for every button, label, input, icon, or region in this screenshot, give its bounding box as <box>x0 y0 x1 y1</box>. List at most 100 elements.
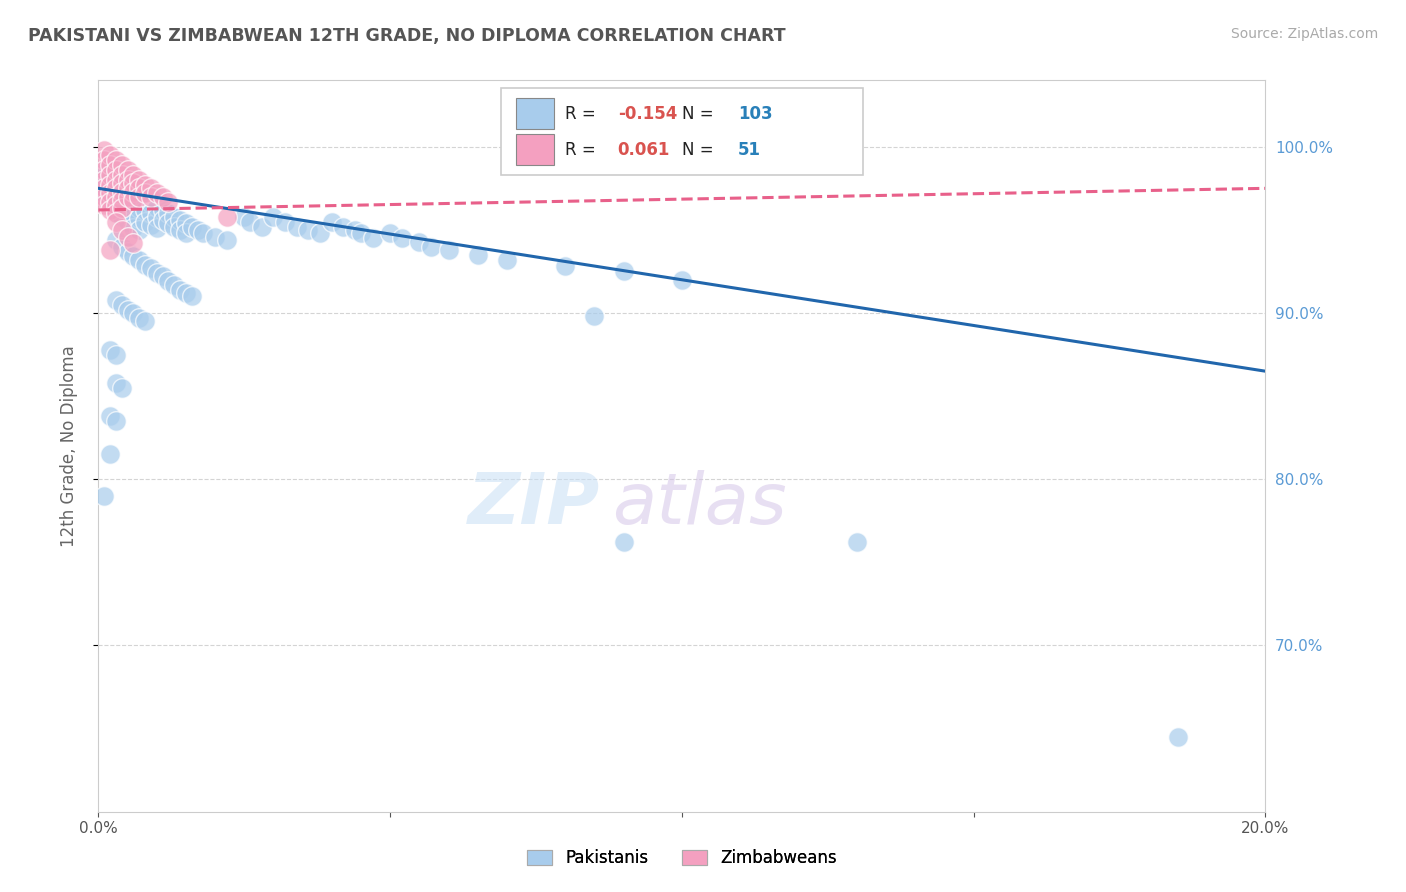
Text: atlas: atlas <box>612 470 786 539</box>
Point <box>98 181 121 195</box>
FancyBboxPatch shape <box>501 87 863 176</box>
Point <box>98 343 121 357</box>
Point <box>146 200 169 214</box>
Point <box>98 148 121 162</box>
Text: -0.154: -0.154 <box>617 104 678 122</box>
Point <box>98 169 121 184</box>
Point <box>122 177 145 191</box>
Point <box>467 248 489 262</box>
Point <box>612 264 634 278</box>
Point <box>187 223 209 237</box>
Point <box>98 447 121 461</box>
Point <box>122 198 145 212</box>
Point <box>111 185 134 199</box>
Point <box>146 186 169 201</box>
Point <box>93 189 115 203</box>
Point <box>495 252 517 267</box>
Point <box>117 302 139 317</box>
Text: 0.061: 0.061 <box>617 141 671 159</box>
Point <box>93 163 115 178</box>
Point <box>93 165 115 179</box>
Point <box>437 243 460 257</box>
Point <box>111 298 134 312</box>
Point <box>163 219 186 234</box>
Point <box>204 229 226 244</box>
Point <box>128 189 150 203</box>
Point <box>128 181 150 195</box>
Point <box>180 289 202 303</box>
Point <box>250 219 273 234</box>
Point <box>350 226 373 240</box>
Point <box>93 489 115 503</box>
Point <box>98 409 121 423</box>
Point <box>420 239 443 253</box>
Point <box>117 181 139 195</box>
Point <box>111 168 134 182</box>
Point <box>157 275 180 289</box>
Text: 51: 51 <box>738 141 761 159</box>
Point <box>104 163 127 178</box>
Point <box>128 223 150 237</box>
Point <box>111 158 134 172</box>
Point <box>111 177 134 191</box>
Point <box>93 173 115 187</box>
Point <box>104 414 127 428</box>
Point <box>134 193 156 207</box>
Point <box>104 206 127 220</box>
Point <box>169 213 191 227</box>
Point <box>845 535 868 549</box>
Point <box>285 219 308 234</box>
Point <box>98 243 121 257</box>
Point <box>111 198 134 212</box>
Point <box>157 206 180 220</box>
Point <box>104 233 127 247</box>
Point <box>128 173 150 187</box>
Point <box>152 213 174 227</box>
Point <box>169 283 191 297</box>
Point <box>262 210 284 224</box>
Point <box>128 252 150 267</box>
Point <box>122 185 145 199</box>
Point <box>104 376 127 390</box>
Point <box>117 202 139 217</box>
Point <box>117 173 139 187</box>
Point <box>104 214 127 228</box>
Point <box>391 231 413 245</box>
Point <box>169 223 191 237</box>
Point <box>111 193 134 207</box>
Point <box>104 173 127 187</box>
Point <box>98 193 121 207</box>
Text: PAKISTANI VS ZIMBABWEAN 12TH GRADE, NO DIPLOMA CORRELATION CHART: PAKISTANI VS ZIMBABWEAN 12TH GRADE, NO D… <box>28 27 786 45</box>
Point <box>134 314 156 328</box>
Text: R =: R = <box>565 104 602 122</box>
Point <box>174 216 197 230</box>
Point <box>128 202 150 216</box>
Point <box>111 223 134 237</box>
Point <box>104 185 127 199</box>
Point <box>104 181 127 195</box>
Text: N =: N = <box>682 104 718 122</box>
Point <box>98 186 121 201</box>
Point <box>134 258 156 272</box>
Point <box>139 261 162 276</box>
Point <box>174 286 197 301</box>
Point <box>117 214 139 228</box>
Point <box>332 219 354 234</box>
Point <box>93 177 115 191</box>
Point <box>274 214 297 228</box>
Text: Source: ZipAtlas.com: Source: ZipAtlas.com <box>1230 27 1378 41</box>
Point <box>117 181 139 195</box>
Point <box>117 229 139 244</box>
Point <box>111 381 134 395</box>
Point <box>139 189 162 203</box>
Point <box>111 210 134 224</box>
Point <box>163 210 186 224</box>
Point <box>93 143 115 157</box>
Point <box>98 178 121 192</box>
Point <box>139 196 162 211</box>
Point <box>104 293 127 307</box>
Point <box>111 239 134 253</box>
Point <box>122 193 145 207</box>
Point <box>134 202 156 217</box>
Point <box>152 189 174 203</box>
